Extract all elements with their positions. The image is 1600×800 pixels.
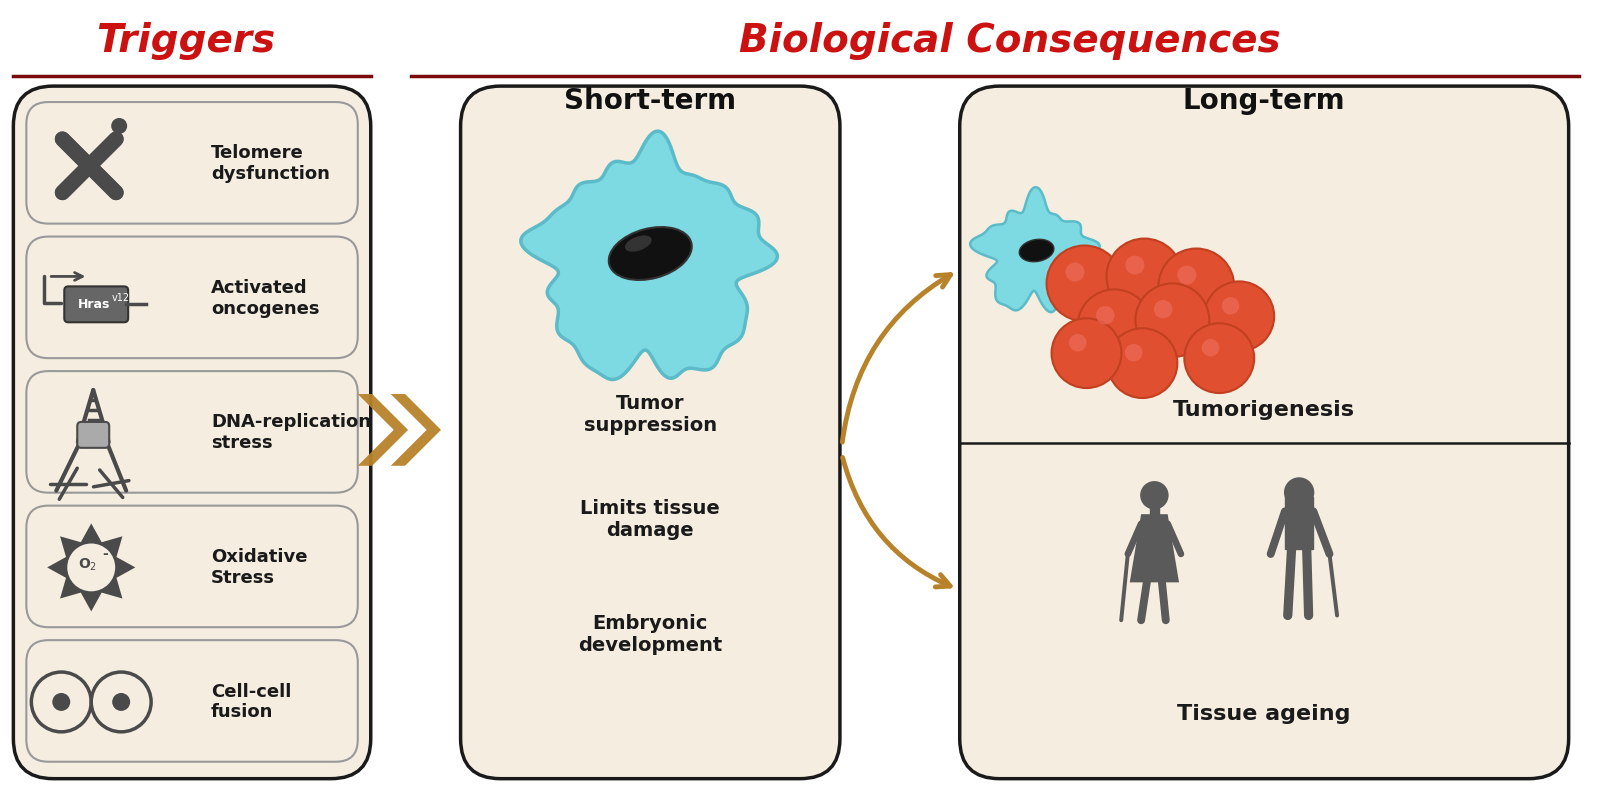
Circle shape (1069, 334, 1086, 351)
Text: -: - (102, 547, 109, 562)
Circle shape (1125, 256, 1144, 274)
Circle shape (1205, 282, 1274, 351)
Circle shape (67, 543, 115, 591)
Circle shape (1202, 339, 1219, 357)
Circle shape (1107, 328, 1178, 398)
FancyBboxPatch shape (26, 237, 358, 358)
Circle shape (1107, 238, 1182, 314)
Text: Activated
oncogenes: Activated oncogenes (211, 279, 320, 318)
Bar (1150, 497, 1158, 514)
FancyBboxPatch shape (64, 286, 128, 322)
Ellipse shape (626, 235, 651, 252)
Circle shape (1077, 290, 1152, 363)
FancyBboxPatch shape (26, 102, 358, 224)
Text: Long-term: Long-term (1182, 87, 1346, 115)
Text: DNA-replication
stress: DNA-replication stress (211, 414, 371, 452)
Circle shape (112, 693, 130, 711)
Text: v12: v12 (112, 294, 130, 303)
Text: Cell-cell
fusion: Cell-cell fusion (211, 682, 291, 722)
Circle shape (1096, 306, 1115, 325)
Text: Triggers: Triggers (96, 22, 275, 60)
FancyBboxPatch shape (960, 86, 1568, 778)
Text: Oxidative
Stress: Oxidative Stress (211, 548, 307, 587)
Text: Short-term: Short-term (565, 87, 736, 115)
Text: Telomere
dysfunction: Telomere dysfunction (211, 145, 330, 183)
Circle shape (53, 693, 70, 711)
Circle shape (1066, 262, 1085, 282)
Circle shape (110, 118, 126, 134)
Ellipse shape (1019, 239, 1054, 262)
FancyBboxPatch shape (26, 506, 358, 627)
Polygon shape (970, 187, 1099, 312)
Text: Biological Consequences: Biological Consequences (739, 22, 1280, 60)
Circle shape (1283, 478, 1314, 507)
Text: Limits tissue
damage: Limits tissue damage (581, 499, 720, 540)
Polygon shape (358, 394, 408, 466)
Text: Tumorigenesis: Tumorigenesis (1173, 400, 1355, 420)
FancyBboxPatch shape (26, 371, 358, 493)
Polygon shape (50, 526, 133, 610)
Circle shape (1222, 297, 1240, 314)
FancyBboxPatch shape (26, 640, 358, 762)
Polygon shape (522, 131, 778, 379)
Polygon shape (390, 394, 442, 466)
Text: Hras: Hras (78, 298, 110, 311)
FancyBboxPatch shape (461, 86, 840, 778)
Circle shape (1154, 300, 1173, 318)
Circle shape (1051, 318, 1122, 388)
Circle shape (1141, 481, 1168, 510)
Text: Embryonic
development: Embryonic development (578, 614, 722, 654)
Circle shape (1184, 323, 1254, 393)
FancyBboxPatch shape (77, 422, 109, 448)
Text: O$_2$: O$_2$ (78, 556, 98, 573)
Polygon shape (1130, 514, 1179, 582)
Circle shape (1046, 246, 1123, 322)
Ellipse shape (608, 227, 691, 280)
Text: Tissue ageing: Tissue ageing (1178, 704, 1350, 724)
Circle shape (1178, 266, 1197, 285)
Text: Tumor
suppression: Tumor suppression (584, 394, 717, 435)
Bar (1285, 497, 1314, 550)
Circle shape (1136, 283, 1210, 357)
Circle shape (1125, 344, 1142, 362)
FancyBboxPatch shape (13, 86, 371, 778)
Circle shape (1158, 249, 1234, 324)
